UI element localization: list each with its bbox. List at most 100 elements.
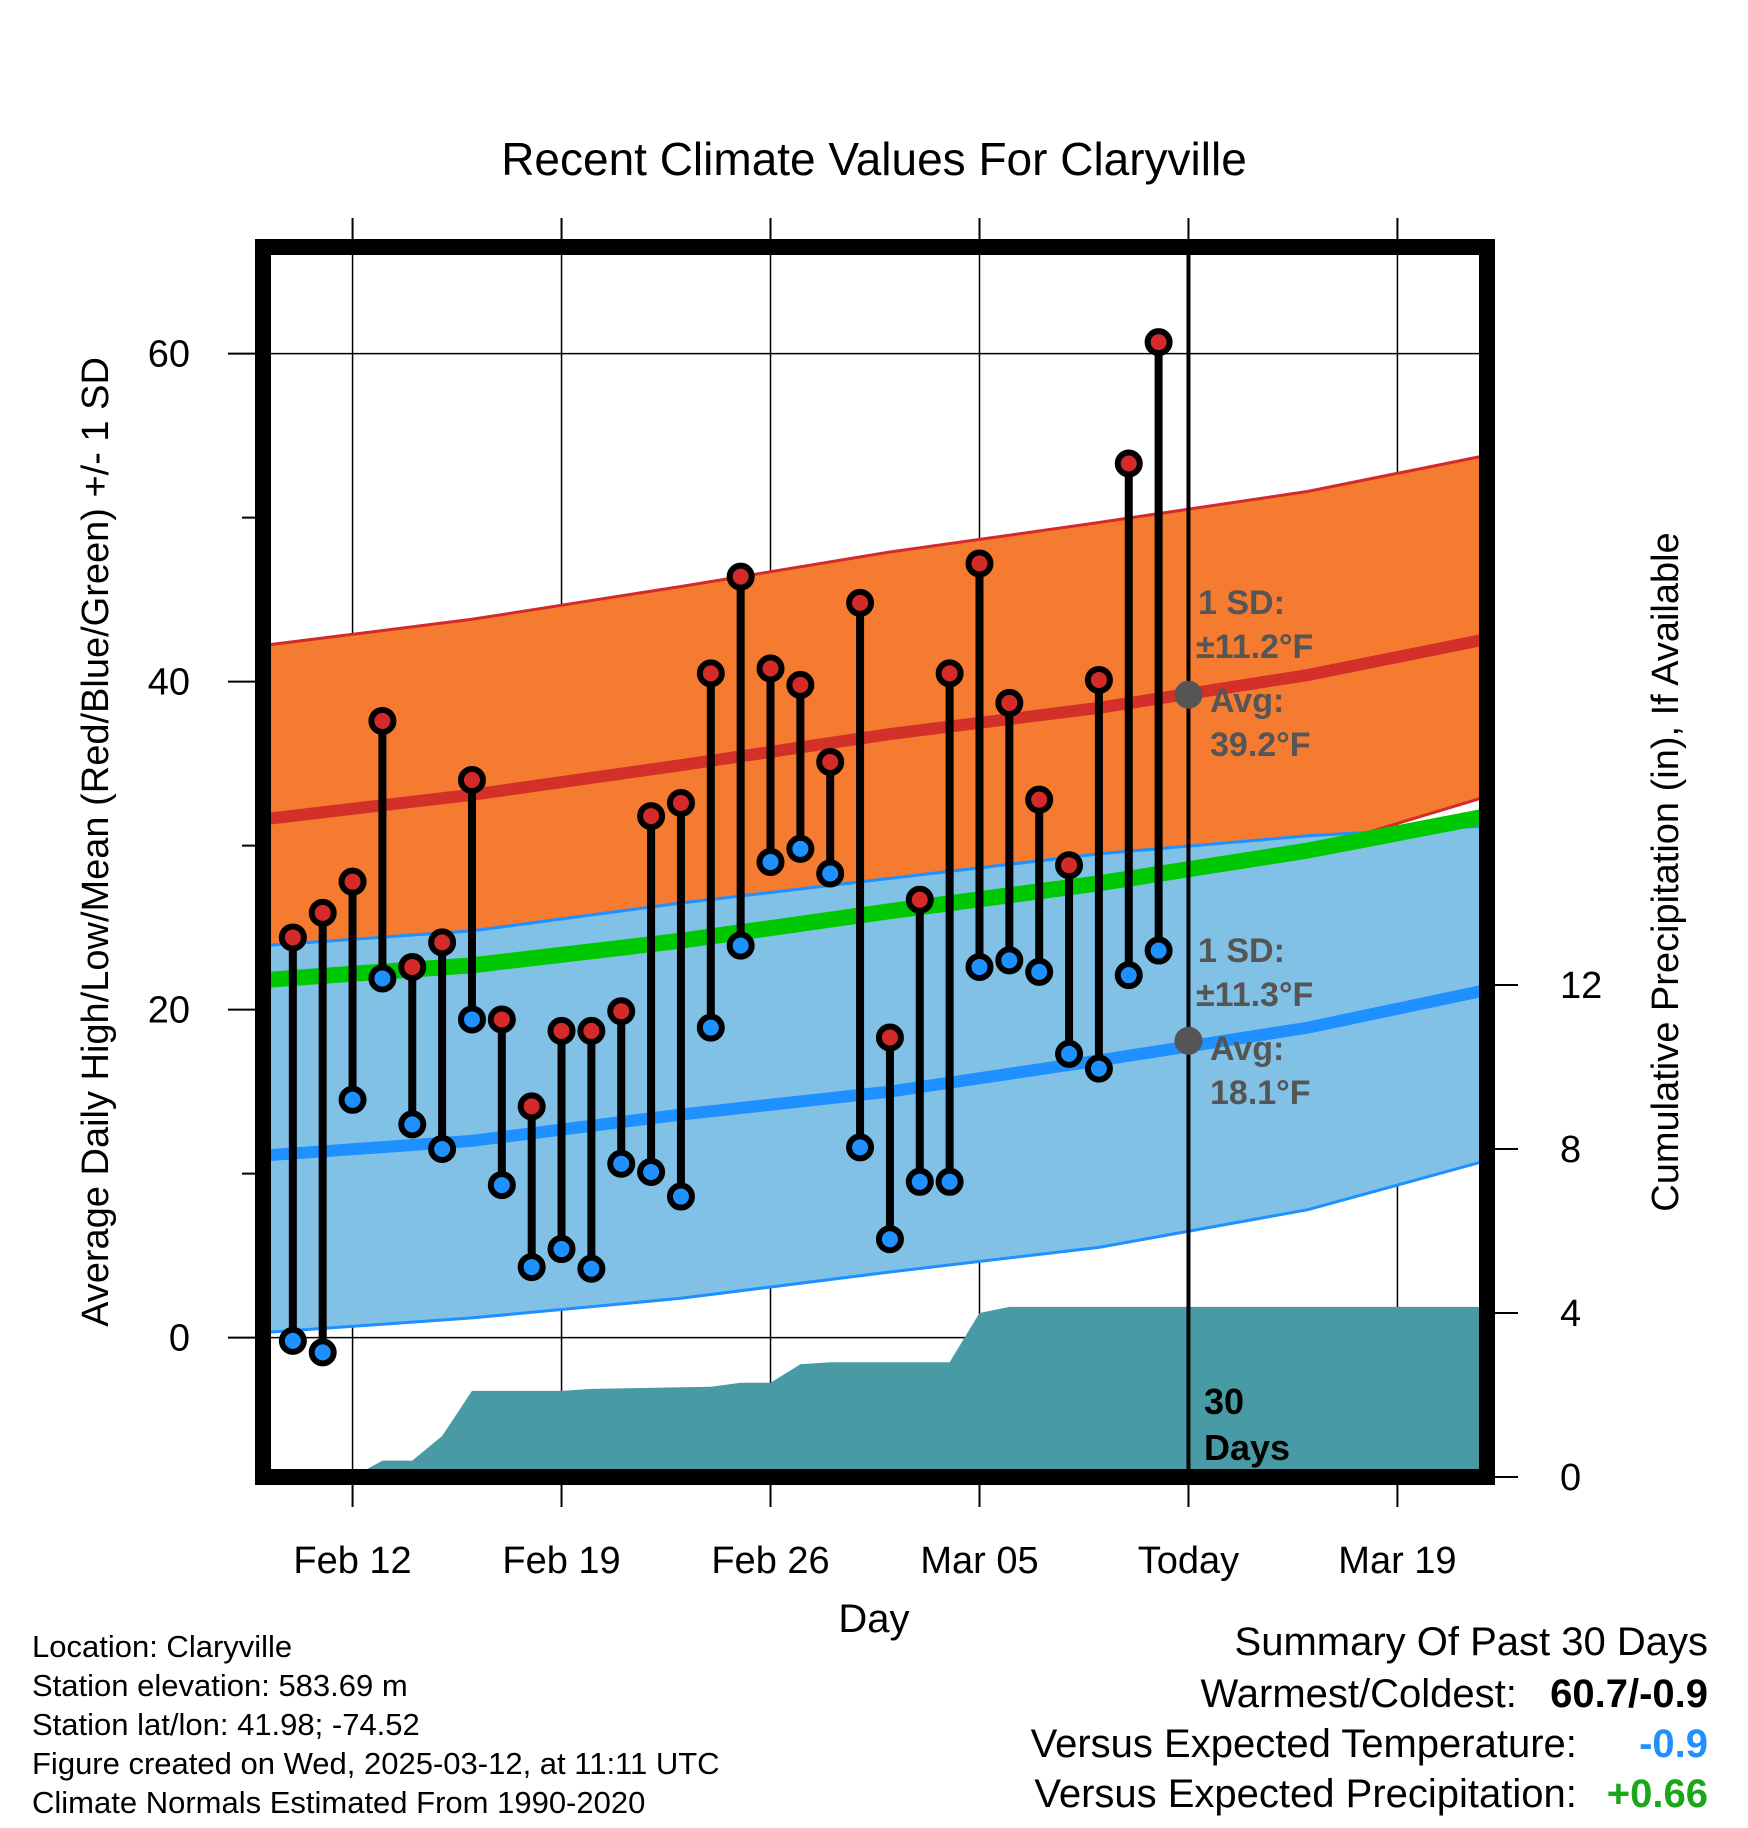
daily-low-point	[1084, 1054, 1113, 1083]
daily-high-point	[308, 898, 337, 927]
daily-high-point	[547, 1016, 576, 1045]
info-normals: Climate Normals Estimated From 1990-2020	[32, 1785, 646, 1820]
x-tick-label: Mar 05	[920, 1540, 1038, 1582]
y-tick-label: 40	[148, 662, 190, 704]
daily-high-point	[935, 659, 964, 688]
daily-low-point	[398, 1110, 427, 1139]
y-tick-label: 20	[148, 990, 190, 1032]
daily-low-point	[457, 1005, 486, 1034]
today-high-avg-marker	[1174, 680, 1203, 709]
summary-temp: Versus Expected Temperature: -0.9	[1031, 1722, 1708, 1767]
x-tick-label: Today	[1138, 1540, 1239, 1582]
high-sd-value: ±11.2°F	[1196, 628, 1313, 666]
info-latlon: Station lat/lon: 41.98; -74.52	[32, 1707, 420, 1742]
daily-high-point	[457, 766, 486, 794]
high-avg-label: Avg:	[1210, 682, 1284, 720]
info-location: Location: Claryville	[32, 1629, 293, 1664]
x-tick-label: Feb 26	[711, 1540, 829, 1582]
high-avg-value: 39.2°F	[1210, 726, 1311, 764]
x-tick-label: Feb 12	[293, 1540, 411, 1582]
daily-high-point	[995, 688, 1024, 717]
summary-precip-value: +0.66	[1606, 1772, 1708, 1816]
daily-high-point	[905, 885, 934, 914]
daily-low-point	[607, 1149, 636, 1178]
daily-high-point	[786, 670, 815, 699]
y-axis-label: Average Daily High/Low/Mean (Red/Blue/Gr…	[75, 357, 117, 1327]
daily-low-point	[816, 859, 845, 888]
daily-low-point	[786, 834, 815, 863]
cumulative-precip-area	[263, 1306, 1487, 1477]
daily-low-point	[756, 848, 785, 876]
summary-temp-label: Versus Expected Temperature:	[1030, 1722, 1577, 1766]
daily-high-point	[1144, 328, 1173, 357]
y2-tick-label: 8	[1560, 1129, 1581, 1171]
daily-bars	[278, 328, 1173, 1367]
daily-high-point	[1025, 785, 1054, 814]
y2-tick-label: 4	[1560, 1293, 1581, 1335]
daily-low-point	[368, 964, 397, 993]
daily-high-point	[338, 867, 367, 896]
plot-border	[255, 239, 1495, 1485]
daily-high-point	[607, 997, 636, 1026]
daily-high-point	[487, 1005, 516, 1034]
daily-high-point	[398, 952, 427, 981]
plot-frame	[255, 239, 1495, 1485]
y-tick-label: 0	[169, 1318, 190, 1360]
daily-high-point	[666, 788, 695, 817]
high-sd-label: 1 SD:	[1198, 584, 1285, 622]
today-low-avg-marker	[1174, 1026, 1203, 1055]
axes: 0 20 40 60 0 4 8 12 Feb 12 Feb 19 Feb 26 Mar 05 Toda…	[148, 218, 1602, 1582]
daily-low-point	[666, 1182, 695, 1211]
daily-low-point	[696, 1013, 725, 1042]
normal-bands	[262, 453, 1488, 1335]
x-axis-label: Day	[838, 1597, 909, 1641]
low-lower-edge	[262, 1159, 1488, 1335]
summary-warm-cold-label: Warmest/Coldest:	[1200, 1672, 1517, 1716]
summary-precip-label: Versus Expected Precipitation:	[1034, 1772, 1577, 1816]
daily-low-point	[905, 1167, 934, 1196]
daily-low-point	[1144, 936, 1173, 965]
y2-tick-label: 0	[1560, 1457, 1581, 1499]
daily-high-point	[517, 1092, 546, 1121]
info-elevation: Station elevation: 583.69 m	[32, 1668, 408, 1703]
daily-high-point	[278, 923, 307, 952]
daily-high-point	[577, 1016, 606, 1045]
daily-high-point	[875, 1023, 904, 1052]
daily-high-point	[846, 588, 875, 617]
daily-low-point	[1114, 961, 1143, 990]
summary-warm-cold: Warmest/Coldest: 60.7/-0.9	[1201, 1672, 1709, 1717]
daily-low-point	[995, 946, 1024, 975]
daily-high-point	[637, 802, 666, 831]
chart-title: Recent Climate Values For Claryville	[501, 133, 1247, 185]
daily-low-point	[338, 1085, 367, 1114]
daily-high-point	[696, 659, 725, 688]
low-avg-label: Avg:	[1210, 1030, 1284, 1068]
summary-temp-value: -0.9	[1639, 1722, 1708, 1766]
daily-low-point	[308, 1338, 337, 1367]
daily-low-point	[875, 1225, 904, 1254]
chart-text: Recent Climate Values For Claryville Day A…	[75, 133, 1687, 1641]
summary-title: Summary Of Past 30 Days	[1234, 1620, 1708, 1664]
daily-low-point	[965, 952, 994, 981]
daily-high-point	[756, 654, 785, 683]
days-label-text: Days	[1204, 1427, 1290, 1468]
daily-low-point	[517, 1253, 546, 1282]
daily-low-point	[428, 1135, 457, 1163]
low-sd-label: 1 SD:	[1198, 932, 1285, 970]
daily-high-point	[1055, 851, 1084, 880]
daily-low-point	[726, 931, 755, 960]
x-tick-label: Mar 19	[1338, 1540, 1456, 1582]
high-upper-edge	[262, 453, 1488, 648]
daily-low-point	[487, 1171, 516, 1200]
precip-area	[263, 1306, 1487, 1477]
today-line	[1174, 247, 1203, 1477]
x-tick-label: Feb 19	[502, 1540, 620, 1582]
daily-high-point	[1114, 449, 1143, 478]
y2-tick-label: 12	[1560, 965, 1602, 1007]
daily-high-point	[816, 747, 845, 776]
daily-low-point	[278, 1326, 307, 1355]
daily-high-point	[1084, 665, 1113, 694]
daily-high-point	[368, 706, 397, 735]
info-created: Figure created on Wed, 2025-03-12, at 11…	[32, 1746, 720, 1781]
